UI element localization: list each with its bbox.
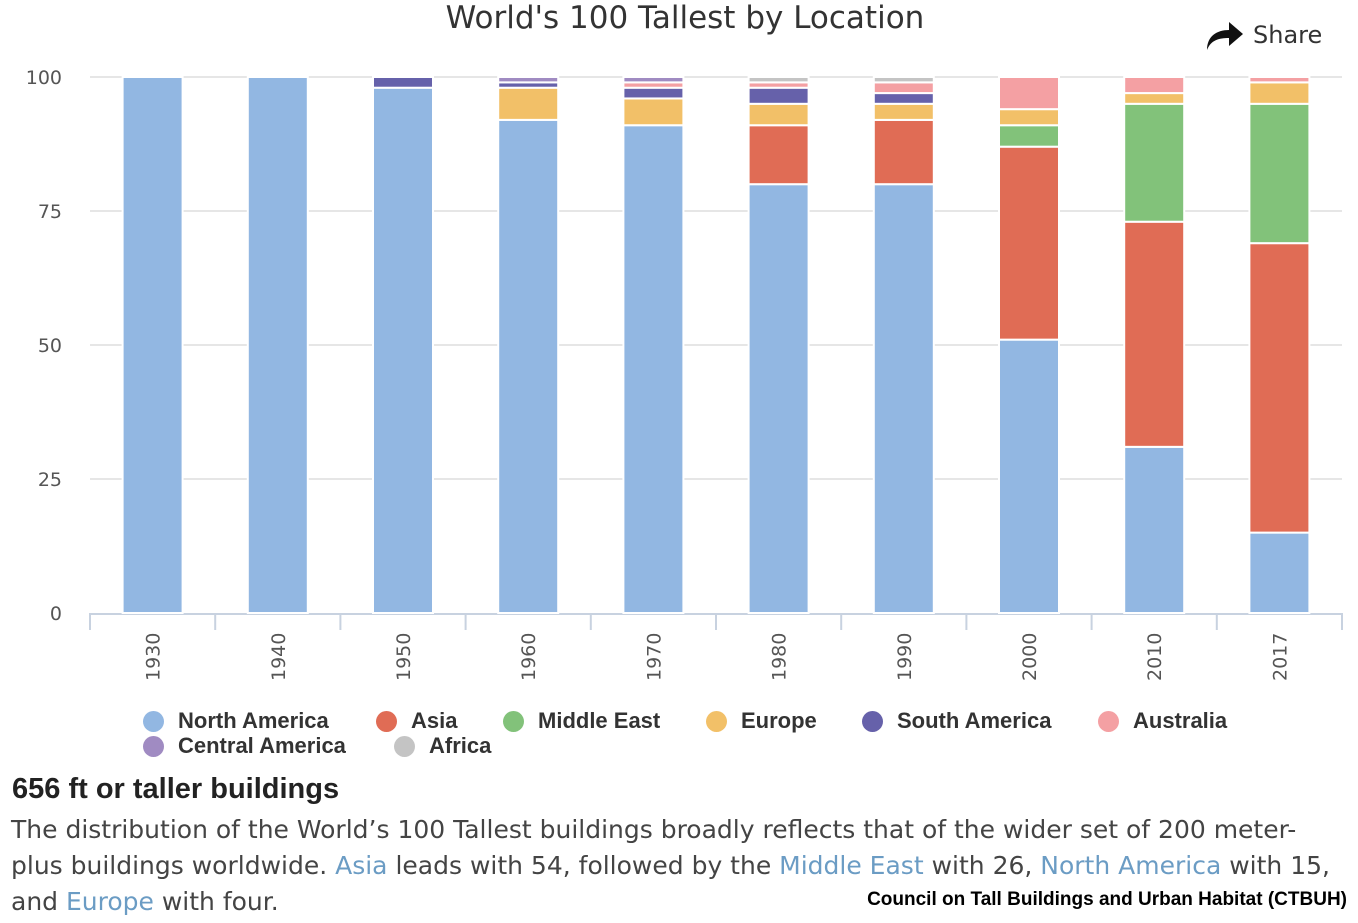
source-credit: Council on Tall Buildings and Urban Habi… — [867, 889, 1347, 910]
bar-segment-europe[interactable] — [1123, 92, 1186, 105]
link-europe[interactable]: Europe — [65, 887, 154, 916]
x-tick-label: 1960 — [518, 633, 540, 681]
legend-dot-icon — [862, 710, 883, 732]
x-tick-label: 1970 — [643, 633, 665, 681]
x-tick-label: 1980 — [769, 633, 791, 681]
bar-segment-asia[interactable] — [1123, 220, 1186, 448]
bar-segment-asia[interactable] — [1248, 242, 1311, 534]
desc-text: with 26, — [923, 851, 1041, 880]
y-tick-label: 0 — [50, 603, 62, 625]
bar-segment-north-america[interactable] — [747, 183, 810, 614]
bar-segment-north-america[interactable] — [872, 183, 935, 614]
legend-label: Middle East — [538, 708, 661, 733]
bar-segment-middle-east[interactable] — [1123, 102, 1186, 223]
bar-segment-north-america[interactable] — [497, 118, 560, 614]
legend-label: South America — [897, 708, 1052, 733]
x-tick-label: 2000 — [1019, 633, 1041, 681]
bar-segment-north-america[interactable] — [1248, 531, 1311, 614]
bar-segment-australia[interactable] — [872, 81, 935, 95]
bar-segment-middle-east[interactable] — [998, 124, 1060, 148]
legend-dot-icon — [1098, 710, 1119, 732]
legend-label: Asia — [411, 708, 458, 733]
legend-dot-icon — [503, 710, 524, 732]
legend-label: Europe — [741, 708, 817, 733]
x-tick-label: 1940 — [268, 633, 290, 681]
bar-segment-australia[interactable] — [1123, 76, 1186, 95]
y-tick-label: 50 — [38, 335, 62, 357]
legend-item-europe[interactable]: Europe — [706, 708, 817, 734]
legend-label: Central America — [178, 733, 346, 758]
y-tick-label: 75 — [38, 201, 62, 223]
bar-segment-north-america[interactable] — [372, 86, 434, 615]
y-tick-label: 25 — [38, 469, 62, 491]
bar-segment-north-america[interactable] — [246, 76, 309, 614]
bar-segment-north-america[interactable] — [622, 124, 685, 615]
legend-item-south-america[interactable]: South America — [862, 708, 1051, 734]
legend-item-australia[interactable]: Australia — [1098, 708, 1227, 734]
legend-item-africa[interactable]: Africa — [394, 733, 491, 759]
bar-segment-asia[interactable] — [747, 124, 810, 186]
legend-item-central-america[interactable]: Central America — [143, 733, 346, 759]
bar-segment-africa[interactable] — [747, 76, 810, 84]
bar-segment-central-america[interactable] — [497, 76, 560, 84]
x-tick-label: 1930 — [143, 633, 165, 681]
bar-segment-europe[interactable] — [497, 86, 560, 121]
legend-dot-icon — [706, 710, 727, 732]
bar-segment-australia[interactable] — [1248, 76, 1311, 84]
legend-dot-icon — [143, 710, 164, 732]
bar-segment-central-america[interactable] — [622, 76, 685, 84]
bar-segment-north-america[interactable] — [998, 338, 1060, 614]
stacked-bar-chart: 0 25 50 75 100 1930 1940 1950 1960 1970 1980 1990 20… — [26, 67, 1343, 681]
y-tick-label: 100 — [26, 67, 62, 89]
legend-dot-icon — [376, 710, 397, 732]
bar-segment-europe[interactable] — [747, 102, 810, 127]
link-middle-east[interactable]: Middle East — [779, 851, 924, 880]
desc-text: with four. — [153, 887, 279, 916]
bar-segment-north-america[interactable] — [1123, 445, 1186, 614]
description: The distribution of the World’s 100 Tall… — [11, 812, 1341, 920]
bar-segment-middle-east[interactable] — [1248, 102, 1311, 245]
link-north-america[interactable]: North America — [1040, 851, 1222, 880]
bar-segment-europe[interactable] — [1248, 81, 1311, 105]
x-tick-label: 1950 — [393, 633, 415, 681]
x-tick-label: 2017 — [1269, 633, 1291, 681]
legend-label: Africa — [429, 733, 492, 758]
bar-segment-south-america[interactable] — [747, 86, 810, 105]
bar-segment-asia[interactable] — [872, 118, 935, 186]
legend-dot-icon — [143, 735, 164, 757]
bar-segment-asia[interactable] — [998, 145, 1060, 341]
desc-text: leads with 54, followed by the — [387, 851, 780, 880]
bar-segment-australia[interactable] — [998, 76, 1060, 111]
legend-label: Australia — [1133, 708, 1228, 733]
desc-text: The distribution of the World’s 100 Tall… — [11, 815, 1297, 880]
x-tick-label: 1990 — [894, 633, 916, 681]
legend-item-north-america[interactable]: North America — [143, 708, 329, 734]
desc-text: with 15, and — [11, 851, 1330, 916]
x-tick-label: 2010 — [1144, 633, 1166, 681]
legend-item-middle-east[interactable]: Middle East — [503, 708, 660, 734]
link-asia[interactable]: Asia — [335, 851, 388, 880]
bar-segment-europe[interactable] — [998, 108, 1060, 127]
subtitle: 656 ft or taller buildings — [12, 773, 340, 805]
bar-segment-south-america[interactable] — [372, 76, 434, 89]
legend-label: North America — [178, 708, 329, 733]
bar-segment-south-america[interactable] — [622, 86, 685, 100]
share-label: Share — [1253, 21, 1323, 49]
bar-segment-south-america[interactable] — [872, 92, 935, 105]
chart-title: World's 100 Tallest by Location — [445, 0, 925, 36]
bar-segment-europe[interactable] — [872, 102, 935, 121]
bar-segment-africa[interactable] — [872, 76, 935, 84]
share-arrow-icon — [1207, 22, 1243, 50]
bar-segment-europe[interactable] — [622, 97, 685, 127]
share-button[interactable]: Share — [1205, 18, 1322, 52]
bar-segment-north-america[interactable] — [121, 76, 184, 614]
legend-dot-icon — [394, 735, 415, 757]
legend-item-asia[interactable]: Asia — [376, 708, 457, 734]
